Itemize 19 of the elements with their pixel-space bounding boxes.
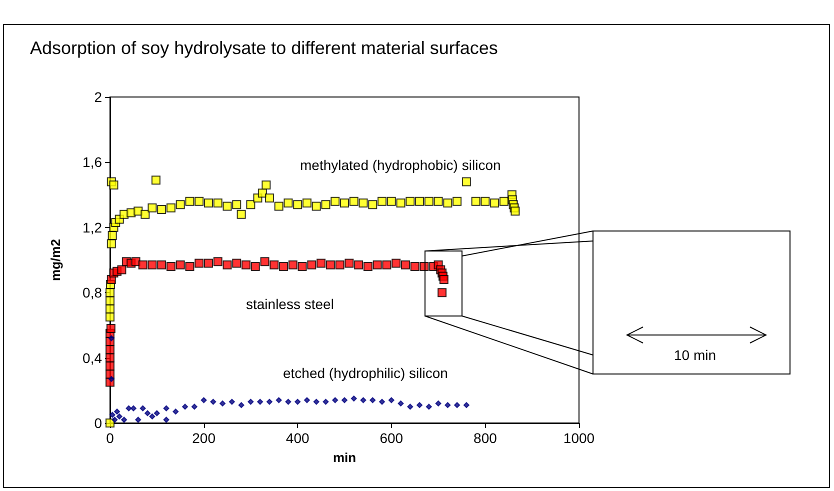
series-label: methylated (hydrophobic) silicon <box>300 157 501 173</box>
x-tick-label: 1000 <box>563 430 595 446</box>
x-axis-title: min <box>332 450 356 465</box>
series-label: stainless steel <box>246 296 334 312</box>
x-tick-label: 800 <box>474 430 498 446</box>
y-tick-label: 2 <box>94 89 102 105</box>
y-tick-label: 0,8 <box>82 284 102 301</box>
x-tick-label: 600 <box>380 430 404 446</box>
y-tick-label: 0 <box>94 415 102 431</box>
text: 10 min <box>672 347 718 363</box>
chart-title: Adsorption of soy hydrolysate to different material surfaces <box>30 38 498 59</box>
y-axis-title: mg/m2 <box>48 239 63 281</box>
y-tick-label: 0,4 <box>82 350 102 366</box>
series-label: etched (hydrophilic) silicon <box>283 365 448 381</box>
x-tick-label: 200 <box>192 430 216 446</box>
y-tick-label: 1,2 <box>82 219 102 236</box>
y-tick-label: 1,6 <box>82 154 102 170</box>
x-tick-label: 400 <box>286 430 310 446</box>
x-tick-label: 0 <box>106 430 114 446</box>
